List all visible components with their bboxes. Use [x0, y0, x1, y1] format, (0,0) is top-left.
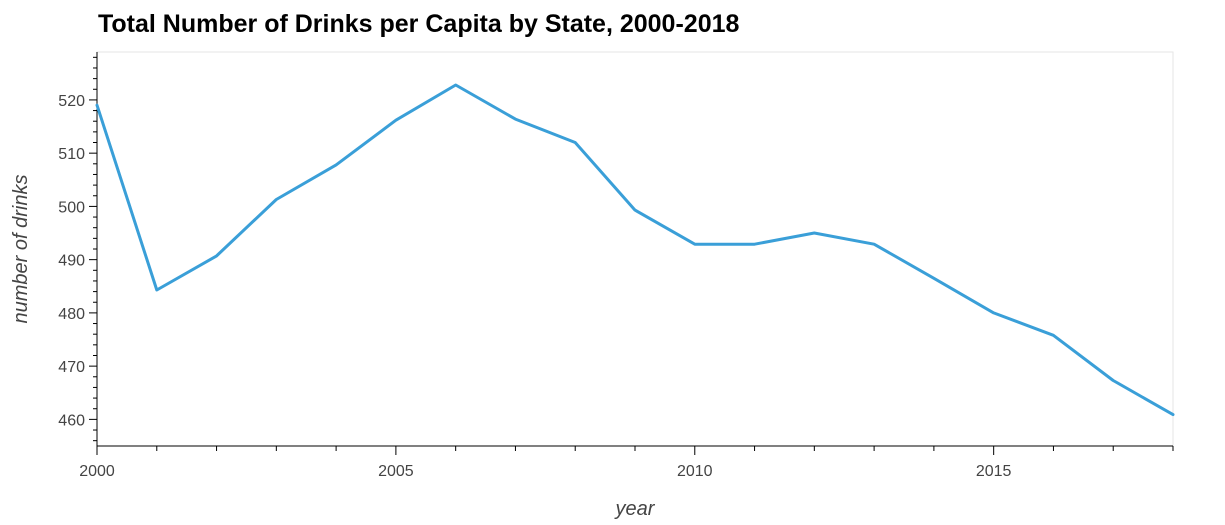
x-axis-title: year [614, 498, 656, 520]
x-tick-label: 2000 [79, 463, 115, 480]
y-tick-label: 460 [58, 412, 85, 429]
y-tick-label: 490 [58, 253, 85, 270]
y-tick-label: 520 [58, 93, 85, 110]
y-tick-label: 480 [58, 306, 85, 323]
y-axis-title: number of drinks [10, 175, 32, 324]
x-tick-label: 2005 [378, 463, 414, 480]
y-axis-ticks: 460 470 480 490 500 510 520 [58, 93, 97, 429]
series-group [95, 83, 1175, 417]
chart-title: Total Number of Drinks per Capita by Sta… [98, 10, 740, 38]
y-tick-label: 470 [58, 359, 85, 376]
x-tick-label: 2010 [677, 463, 713, 480]
x-tick-label: 2015 [976, 463, 1012, 480]
series-line [95, 83, 1175, 417]
x-axis-ticks: 2000 2005 2010 2015 [79, 446, 1012, 480]
y-minor-ticks [93, 56, 97, 442]
plot-frame [96, 51, 1174, 447]
x-minor-ticks [156, 446, 1174, 451]
y-tick-label: 500 [58, 199, 85, 216]
y-tick-label: 510 [58, 146, 85, 163]
